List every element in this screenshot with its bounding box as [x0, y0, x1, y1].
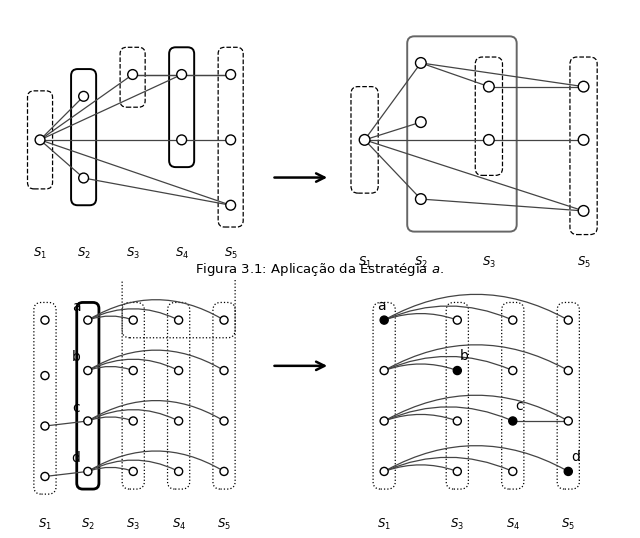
Circle shape — [175, 468, 182, 476]
Circle shape — [177, 135, 186, 145]
Circle shape — [175, 316, 182, 324]
Text: $S_2$: $S_2$ — [414, 256, 428, 271]
Text: $S_3$: $S_3$ — [451, 517, 464, 532]
Text: $S_4$: $S_4$ — [506, 517, 520, 532]
Circle shape — [415, 117, 426, 128]
Circle shape — [175, 366, 182, 374]
Text: $S_1$: $S_1$ — [38, 517, 52, 532]
Text: Figura 3.1: Aplicação da Estratégia $a$.: Figura 3.1: Aplicação da Estratégia $a$. — [195, 261, 445, 278]
Circle shape — [129, 316, 137, 324]
Text: $S_3$: $S_3$ — [126, 517, 140, 532]
Text: $S_4$: $S_4$ — [172, 517, 186, 532]
Circle shape — [84, 366, 92, 374]
Circle shape — [84, 417, 92, 425]
Circle shape — [175, 417, 182, 425]
Circle shape — [564, 366, 572, 374]
Text: $S_5$: $S_5$ — [217, 517, 231, 532]
Circle shape — [453, 468, 461, 476]
Circle shape — [79, 173, 88, 183]
Circle shape — [177, 69, 186, 80]
Circle shape — [79, 91, 88, 101]
Text: $S_1$: $S_1$ — [358, 256, 372, 271]
Circle shape — [129, 366, 137, 374]
Circle shape — [484, 134, 494, 145]
Circle shape — [578, 134, 589, 145]
Text: $S_5$: $S_5$ — [224, 246, 237, 261]
Circle shape — [129, 468, 137, 476]
Circle shape — [509, 417, 517, 425]
Text: b: b — [72, 350, 80, 365]
Text: b: b — [460, 349, 468, 363]
Circle shape — [226, 135, 236, 145]
Circle shape — [41, 372, 49, 380]
Circle shape — [380, 366, 388, 374]
Text: d: d — [72, 451, 80, 465]
Text: c: c — [73, 401, 80, 415]
Circle shape — [129, 417, 137, 425]
Circle shape — [578, 81, 589, 92]
Text: $S_4$: $S_4$ — [175, 246, 189, 261]
Circle shape — [564, 417, 572, 425]
Circle shape — [578, 206, 589, 216]
Circle shape — [453, 366, 461, 374]
Circle shape — [128, 69, 138, 80]
Text: $S_2$: $S_2$ — [77, 246, 90, 261]
Circle shape — [84, 468, 92, 476]
Text: $S_5$: $S_5$ — [561, 517, 575, 532]
Circle shape — [453, 417, 461, 425]
Circle shape — [220, 417, 228, 425]
Text: $S_1$: $S_1$ — [377, 517, 391, 532]
Circle shape — [226, 69, 236, 80]
Circle shape — [41, 316, 49, 324]
Circle shape — [564, 316, 572, 324]
Circle shape — [41, 422, 49, 430]
Text: $S_3$: $S_3$ — [482, 256, 496, 271]
Circle shape — [453, 316, 461, 324]
Circle shape — [380, 316, 388, 324]
Circle shape — [380, 417, 388, 425]
Circle shape — [415, 58, 426, 68]
Circle shape — [35, 135, 45, 145]
Circle shape — [484, 81, 494, 92]
Text: a: a — [378, 299, 386, 313]
Circle shape — [564, 468, 572, 476]
Circle shape — [41, 472, 49, 480]
Circle shape — [415, 194, 426, 204]
Circle shape — [220, 468, 228, 476]
Circle shape — [509, 468, 517, 476]
Text: $S_2$: $S_2$ — [81, 517, 95, 532]
Text: a: a — [72, 300, 80, 314]
Text: $S_3$: $S_3$ — [125, 246, 140, 261]
Circle shape — [380, 468, 388, 476]
Circle shape — [509, 316, 517, 324]
Text: c: c — [515, 399, 523, 413]
Text: d: d — [571, 450, 580, 464]
Circle shape — [359, 134, 370, 145]
Circle shape — [226, 200, 236, 210]
Circle shape — [84, 316, 92, 324]
Circle shape — [220, 366, 228, 374]
Text: $S_1$: $S_1$ — [33, 246, 47, 261]
Circle shape — [509, 366, 517, 374]
Text: $S_5$: $S_5$ — [577, 256, 591, 271]
Circle shape — [220, 316, 228, 324]
